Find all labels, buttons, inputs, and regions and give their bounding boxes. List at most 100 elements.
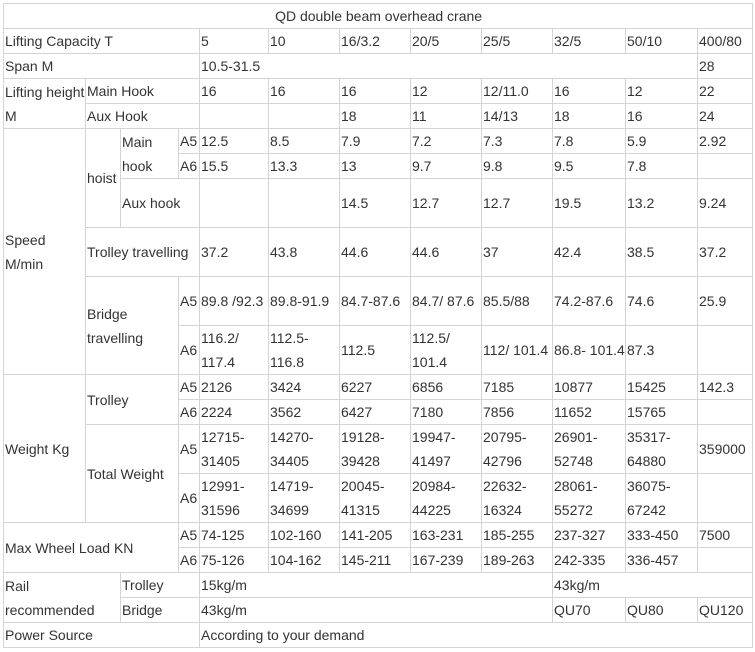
rail-bridge-label: Bridge <box>120 597 200 623</box>
value-cell: 35317- 64880 <box>625 424 698 474</box>
value-cell <box>199 178 269 228</box>
value-cell: 25.9 <box>696 276 754 326</box>
value-cell: 28061- 55272 <box>552 473 626 523</box>
rail-trolley-large: 43kg/m <box>551 572 754 598</box>
table-title: QD double beam overhead crane <box>2 3 754 29</box>
hoist-main-hook-label: Main hook <box>120 128 179 179</box>
value-cell: 20045- 41315 <box>339 473 411 523</box>
value-cell: 141-205 <box>339 522 411 548</box>
value-cell: 359000 <box>696 424 754 474</box>
value-cell: 22 <box>696 78 754 104</box>
wheel-load-label: Max Wheel Load KN <box>3 522 179 573</box>
rail-bridge-qu80: QU80 <box>625 597 698 623</box>
value-cell: 12/11.0 <box>481 78 553 104</box>
value-cell: 37 <box>481 227 553 277</box>
aux-hook-label: Aux Hook <box>85 103 200 129</box>
value-cell: 14/13 <box>481 103 553 129</box>
value-cell: 50/10 <box>625 28 698 54</box>
value-cell: 89.8-91.9 <box>268 276 340 326</box>
grade-a5: A5 <box>178 374 200 400</box>
value-cell: 8.5 <box>268 128 340 154</box>
crane-spec-table: QD double beam overhead crane Lifting Ca… <box>2 3 754 648</box>
value-cell: 18 <box>552 103 626 129</box>
speed-label: Speed M/min <box>3 128 86 375</box>
value-cell: 9.8 <box>481 153 553 179</box>
value-cell: 11 <box>410 103 482 129</box>
value-cell: 112.5- 116.8 <box>268 325 340 375</box>
hoist-label: hoist <box>85 128 121 228</box>
power-source-value: According to your demand <box>198 622 754 648</box>
value-cell: 11652 <box>552 399 626 425</box>
value-cell: 16/3.2 <box>339 28 411 54</box>
value-cell <box>199 103 269 129</box>
value-cell: 3424 <box>268 374 340 400</box>
weight-label: Weight Kg <box>3 374 86 523</box>
value-cell: 112.5 <box>339 325 411 375</box>
value-cell: 84.7-87.6 <box>339 276 411 326</box>
value-cell: 12.7 <box>481 178 553 228</box>
value-cell: 142.3 <box>696 374 754 400</box>
grade-a5: A5 <box>178 424 200 474</box>
value-cell: 6227 <box>339 374 411 400</box>
value-cell: 7.2 <box>410 128 482 154</box>
value-cell: 89.8 /92.3 <box>199 276 269 326</box>
value-cell: 189-263 <box>481 547 553 573</box>
value-cell: 20/5 <box>410 28 482 54</box>
value-cell: 13 <box>339 153 411 179</box>
value-cell: 16 <box>268 78 340 104</box>
value-cell: 43.8 <box>268 227 340 277</box>
value-cell: 74.2-87.6 <box>552 276 626 326</box>
value-cell: 7.8 <box>552 128 626 154</box>
value-cell <box>696 325 754 375</box>
value-cell: 44.6 <box>410 227 482 277</box>
value-cell: 36075- 67242 <box>625 473 698 523</box>
value-cell: 7.9 <box>339 128 411 154</box>
value-cell: 9.7 <box>410 153 482 179</box>
grade-a6: A6 <box>178 473 200 523</box>
value-cell: 19128- 39428 <box>339 424 411 474</box>
value-cell: 25/5 <box>481 28 553 54</box>
value-cell: 19.5 <box>552 178 626 228</box>
value-cell <box>268 178 340 228</box>
value-cell: 18 <box>339 103 411 129</box>
value-cell: 19947- 41497 <box>410 424 482 474</box>
value-cell <box>268 103 340 129</box>
value-cell: 7856 <box>481 399 553 425</box>
value-cell: 12 <box>625 78 698 104</box>
value-cell: 12715- 31405 <box>199 424 269 474</box>
total-weight-label: Total Weight <box>85 424 179 523</box>
value-cell: 22632- 16324 <box>481 473 553 523</box>
grade-a6: A6 <box>178 153 200 179</box>
span-label: Span M <box>3 53 200 79</box>
value-cell: 87.3 <box>625 325 698 375</box>
grade-a6: A6 <box>178 399 200 425</box>
value-cell: 12.7 <box>410 178 482 228</box>
value-cell: 400/80 <box>696 28 754 54</box>
span-value-last: 28 <box>696 53 754 79</box>
value-cell: 167-239 <box>410 547 482 573</box>
value-cell: 7185 <box>481 374 553 400</box>
value-cell: 112.5/ 101.4 <box>410 325 482 375</box>
value-cell: 15765 <box>625 399 698 425</box>
value-cell: 37.2 <box>199 227 269 277</box>
value-cell: 86.8- 101.4 <box>552 325 626 375</box>
value-cell: 112/ 101.4 <box>481 325 553 375</box>
value-cell: 3562 <box>268 399 340 425</box>
value-cell: 24 <box>696 103 754 129</box>
value-cell: 5 <box>199 28 269 54</box>
value-cell <box>696 473 754 523</box>
value-cell: 16 <box>339 78 411 104</box>
rail-trolley-label: Trolley <box>120 572 200 598</box>
value-cell: 20795- 42796 <box>481 424 553 474</box>
value-cell: 37.2 <box>696 227 754 277</box>
value-cell: 74-125 <box>199 522 269 548</box>
value-cell: 14719- 34699 <box>268 473 340 523</box>
rail-bridge-small: 43kg/m <box>199 597 553 623</box>
hoist-aux-hook-label: Aux hook <box>120 178 200 228</box>
grade-a6: A6 <box>178 325 200 375</box>
value-cell: 2126 <box>199 374 269 400</box>
value-cell: 12991- 31596 <box>199 473 269 523</box>
value-cell: 102-160 <box>268 522 340 548</box>
value-cell: 20984- 44225 <box>410 473 482 523</box>
value-cell: 7500 <box>696 522 754 548</box>
